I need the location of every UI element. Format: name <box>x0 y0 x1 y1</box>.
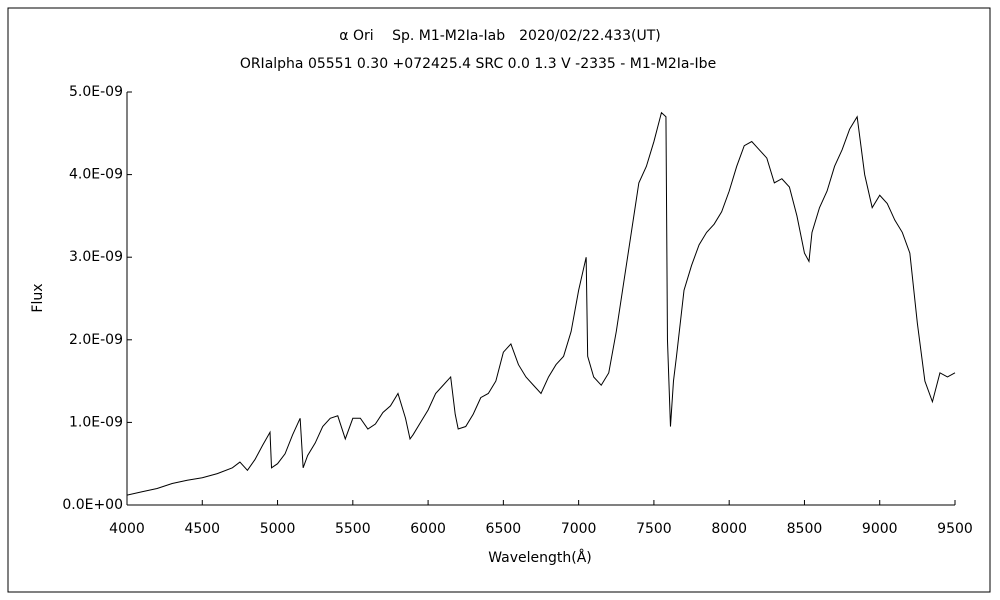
x-tick-label: 5500 <box>335 521 371 537</box>
x-tick-label: 8500 <box>787 521 823 537</box>
chart-title: α Ori Sp. M1-M2Ia-Iab 2020/02/22.433(UT) <box>339 28 660 44</box>
x-tick-label: 8000 <box>711 521 747 537</box>
x-tick-label: 5000 <box>260 521 296 537</box>
x-tick-label: 4000 <box>109 521 145 537</box>
spectrum-line <box>126 111 956 496</box>
x-tick-label: 9500 <box>937 521 973 537</box>
y-tick-label: 4.0E-09 <box>69 167 123 183</box>
x-tick-label: 9000 <box>862 521 898 537</box>
x-tick-label: 7500 <box>636 521 672 537</box>
x-tick-label: 6000 <box>410 521 446 537</box>
frame <box>7 7 991 593</box>
y-axis-label: Flux <box>30 283 46 312</box>
y-tick-label: 0.0E+00 <box>62 497 123 513</box>
x-tick-label: 7000 <box>561 521 597 537</box>
x-axis-label: Wavelength(Å) <box>488 549 592 566</box>
chart-subtitle: ORIalpha 05551 0.30 +072425.4 SRC 0.0 1.… <box>240 56 716 72</box>
y-tick-label: 3.0E-09 <box>69 249 123 265</box>
x-tick-label: 6500 <box>486 521 522 537</box>
y-tick-label: 1.0E-09 <box>69 414 123 430</box>
y-tick-label: 5.0E-09 <box>69 84 123 100</box>
y-tick-label: 2.0E-09 <box>69 332 123 348</box>
x-tick-label: 4500 <box>184 521 220 537</box>
